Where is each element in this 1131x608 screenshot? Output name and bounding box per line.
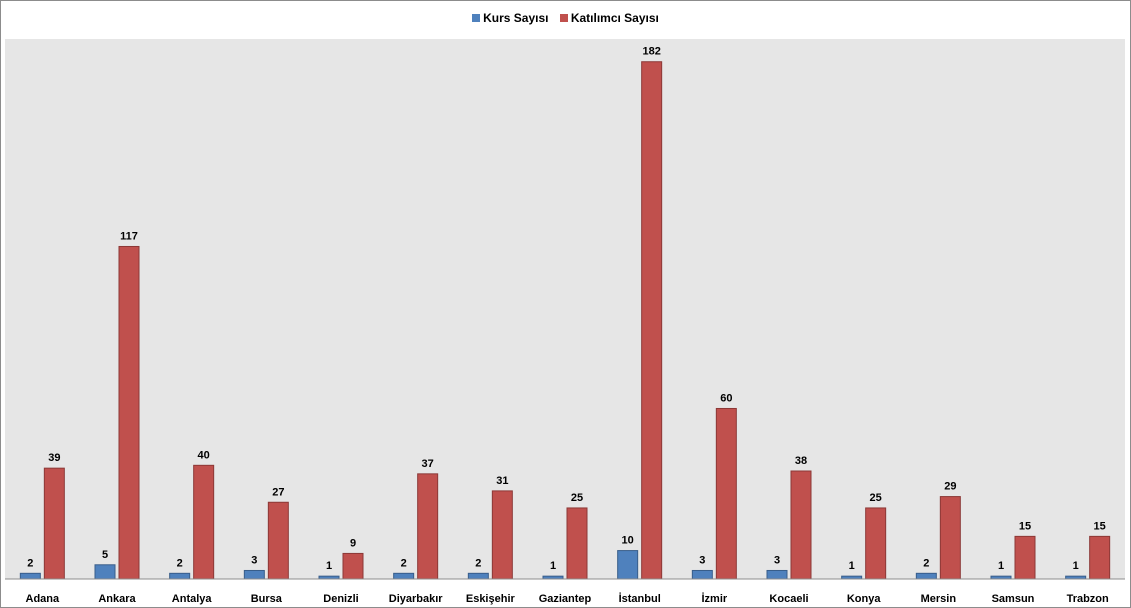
bar-kurs-2: [169, 572, 191, 580]
category-label-9: İzmir: [701, 592, 727, 605]
category-label-2: Antalya: [172, 593, 213, 605]
data-label-katilimci-2: 40: [198, 449, 210, 461]
data-label-kurs-13: 1: [998, 560, 1004, 572]
data-label-kurs-4: 1: [326, 560, 332, 572]
bar-kurs-3: [243, 569, 265, 580]
bar-katilimci-1: [118, 245, 140, 580]
bar-katilimci-9: [715, 407, 737, 580]
legend-label-kurs: Kurs Sayısı: [483, 11, 549, 25]
bar-katilimci-10: [790, 470, 812, 580]
category-label-8: İstanbul: [619, 592, 661, 605]
legend-swatch-katilimci: [559, 13, 568, 22]
data-label-katilimci-12: 29: [944, 481, 956, 493]
bar-katilimci-6: [491, 490, 513, 580]
bar-kurs-1: [94, 564, 116, 580]
data-label-katilimci-1: 117: [120, 230, 138, 242]
data-label-kurs-12: 2: [923, 557, 929, 569]
category-label-11: Konya: [847, 593, 882, 605]
data-label-kurs-10: 3: [774, 554, 780, 566]
data-label-katilimci-6: 31: [496, 475, 508, 487]
data-label-kurs-2: 2: [177, 557, 183, 569]
data-label-kurs-6: 2: [475, 557, 481, 569]
bar-katilimci-3: [267, 501, 289, 580]
bar-kurs-0: [19, 572, 41, 580]
data-label-katilimci-14: 15: [1094, 520, 1106, 532]
bar-kurs-6: [467, 572, 489, 580]
category-label-1: Ankara: [98, 593, 136, 605]
bar-katilimci-0: [43, 467, 65, 580]
bar-katilimci-4: [342, 552, 364, 580]
category-labels-group: Adana Ankara Antalya Bursa Denizli Diyarbakır…: [26, 592, 1110, 605]
data-labels-group: 2 39 5 117 2 40 3 27 1 9 2 37 2 31 1 25 10 182 3 60 3 38 1 25 2 2…: [27, 46, 1106, 572]
bar-kurs-12: [915, 572, 937, 580]
category-label-3: Bursa: [251, 593, 283, 605]
data-label-kurs-5: 2: [401, 557, 407, 569]
legend: Kurs Sayısı Katılımcı Sayısı: [1, 11, 1130, 25]
category-label-14: Trabzon: [1067, 593, 1109, 605]
bar-katilimci-14: [1089, 535, 1111, 580]
data-label-katilimci-9: 60: [720, 392, 732, 404]
data-label-katilimci-11: 25: [870, 492, 882, 504]
category-label-0: Adana: [26, 593, 61, 605]
bar-katilimci-2: [193, 464, 215, 580]
category-label-4: Denizli: [323, 593, 358, 605]
data-label-katilimci-0: 39: [48, 452, 60, 464]
data-label-kurs-11: 1: [849, 560, 855, 572]
data-label-katilimci-13: 15: [1019, 520, 1031, 532]
bar-katilimci-11: [865, 507, 887, 580]
bars-group: [19, 61, 1111, 580]
bar-kurs-8: [617, 550, 639, 580]
plot-area: [5, 39, 1125, 579]
bar-kurs-10: [766, 569, 788, 580]
category-label-13: Samsun: [992, 593, 1035, 605]
bar-katilimci-13: [1014, 535, 1036, 580]
data-label-katilimci-4: 9: [350, 537, 356, 549]
data-label-kurs-3: 3: [251, 554, 257, 566]
bar-katilimci-12: [939, 496, 961, 580]
legend-item-katilimci: Katılımcı Sayısı: [559, 11, 659, 25]
data-label-katilimci-10: 38: [795, 455, 807, 467]
data-label-kurs-8: 10: [622, 535, 634, 547]
data-label-katilimci-8: 182: [642, 46, 660, 58]
data-label-kurs-1: 5: [102, 549, 108, 561]
bar-kurs-5: [393, 572, 415, 580]
category-label-6: Eskişehir: [466, 593, 516, 605]
data-label-katilimci-7: 25: [571, 492, 583, 504]
bar-katilimci-5: [417, 473, 439, 580]
bar-katilimci-7: [566, 507, 588, 580]
category-label-12: Mersin: [921, 593, 957, 605]
category-label-5: Diyarbakır: [389, 593, 444, 605]
bar-katilimci-8: [641, 61, 663, 580]
legend-swatch-kurs: [472, 13, 481, 22]
category-label-10: Kocaeli: [769, 593, 808, 605]
data-label-kurs-14: 1: [1073, 560, 1079, 572]
legend-item-kurs: Kurs Sayısı: [472, 11, 548, 25]
data-label-katilimci-5: 37: [422, 458, 434, 470]
data-label-katilimci-3: 27: [272, 486, 284, 498]
data-label-kurs-9: 3: [699, 554, 705, 566]
bar-kurs-9: [691, 569, 713, 580]
category-label-7: Gaziantep: [539, 593, 592, 605]
legend-label-katilimci: Katılımcı Sayısı: [570, 11, 659, 25]
data-label-kurs-7: 1: [550, 560, 556, 572]
data-label-kurs-0: 2: [27, 557, 33, 569]
